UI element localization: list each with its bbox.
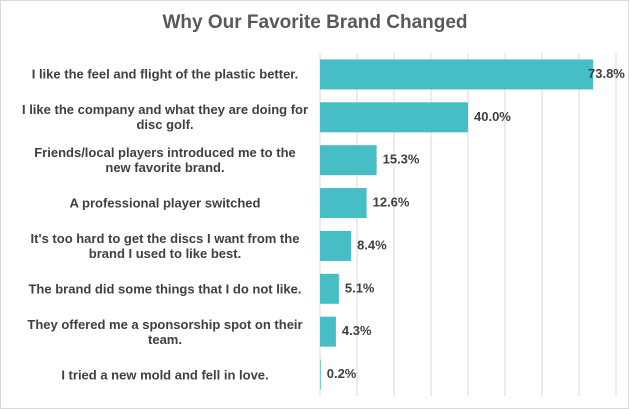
category-label: It's too hard to get the discs I want fr… [30,230,300,261]
category-label: Friends/local players introduced me to t… [34,145,296,176]
bar [320,145,377,176]
value-label: 4.3% [342,323,372,338]
bar [320,359,321,390]
bar [320,102,468,133]
bar [320,273,339,304]
category-label: I like the company and what they are doi… [21,102,309,133]
category-label: They offered me a sponsorship spot on th… [27,316,303,347]
bar [320,230,352,261]
bar [320,316,336,347]
bar [320,188,367,219]
value-label: 73.8% [588,66,625,81]
category-label: I like the feel and flight of the plasti… [31,66,299,82]
category-label: The brand did some things that I do not … [28,281,302,297]
value-label: 8.4% [357,237,387,252]
category-label: A professional player switched [69,195,261,211]
chart-title: Why Our Favorite Brand Changed [162,12,467,33]
value-label: 5.1% [345,280,375,295]
value-label: 0.2% [327,366,357,381]
category-label: I tried a new mold and fell in love. [61,367,269,383]
bar [320,59,594,90]
value-label: 40.0% [474,109,511,124]
value-label: 15.3% [383,152,420,167]
value-label: 12.6% [373,195,410,210]
